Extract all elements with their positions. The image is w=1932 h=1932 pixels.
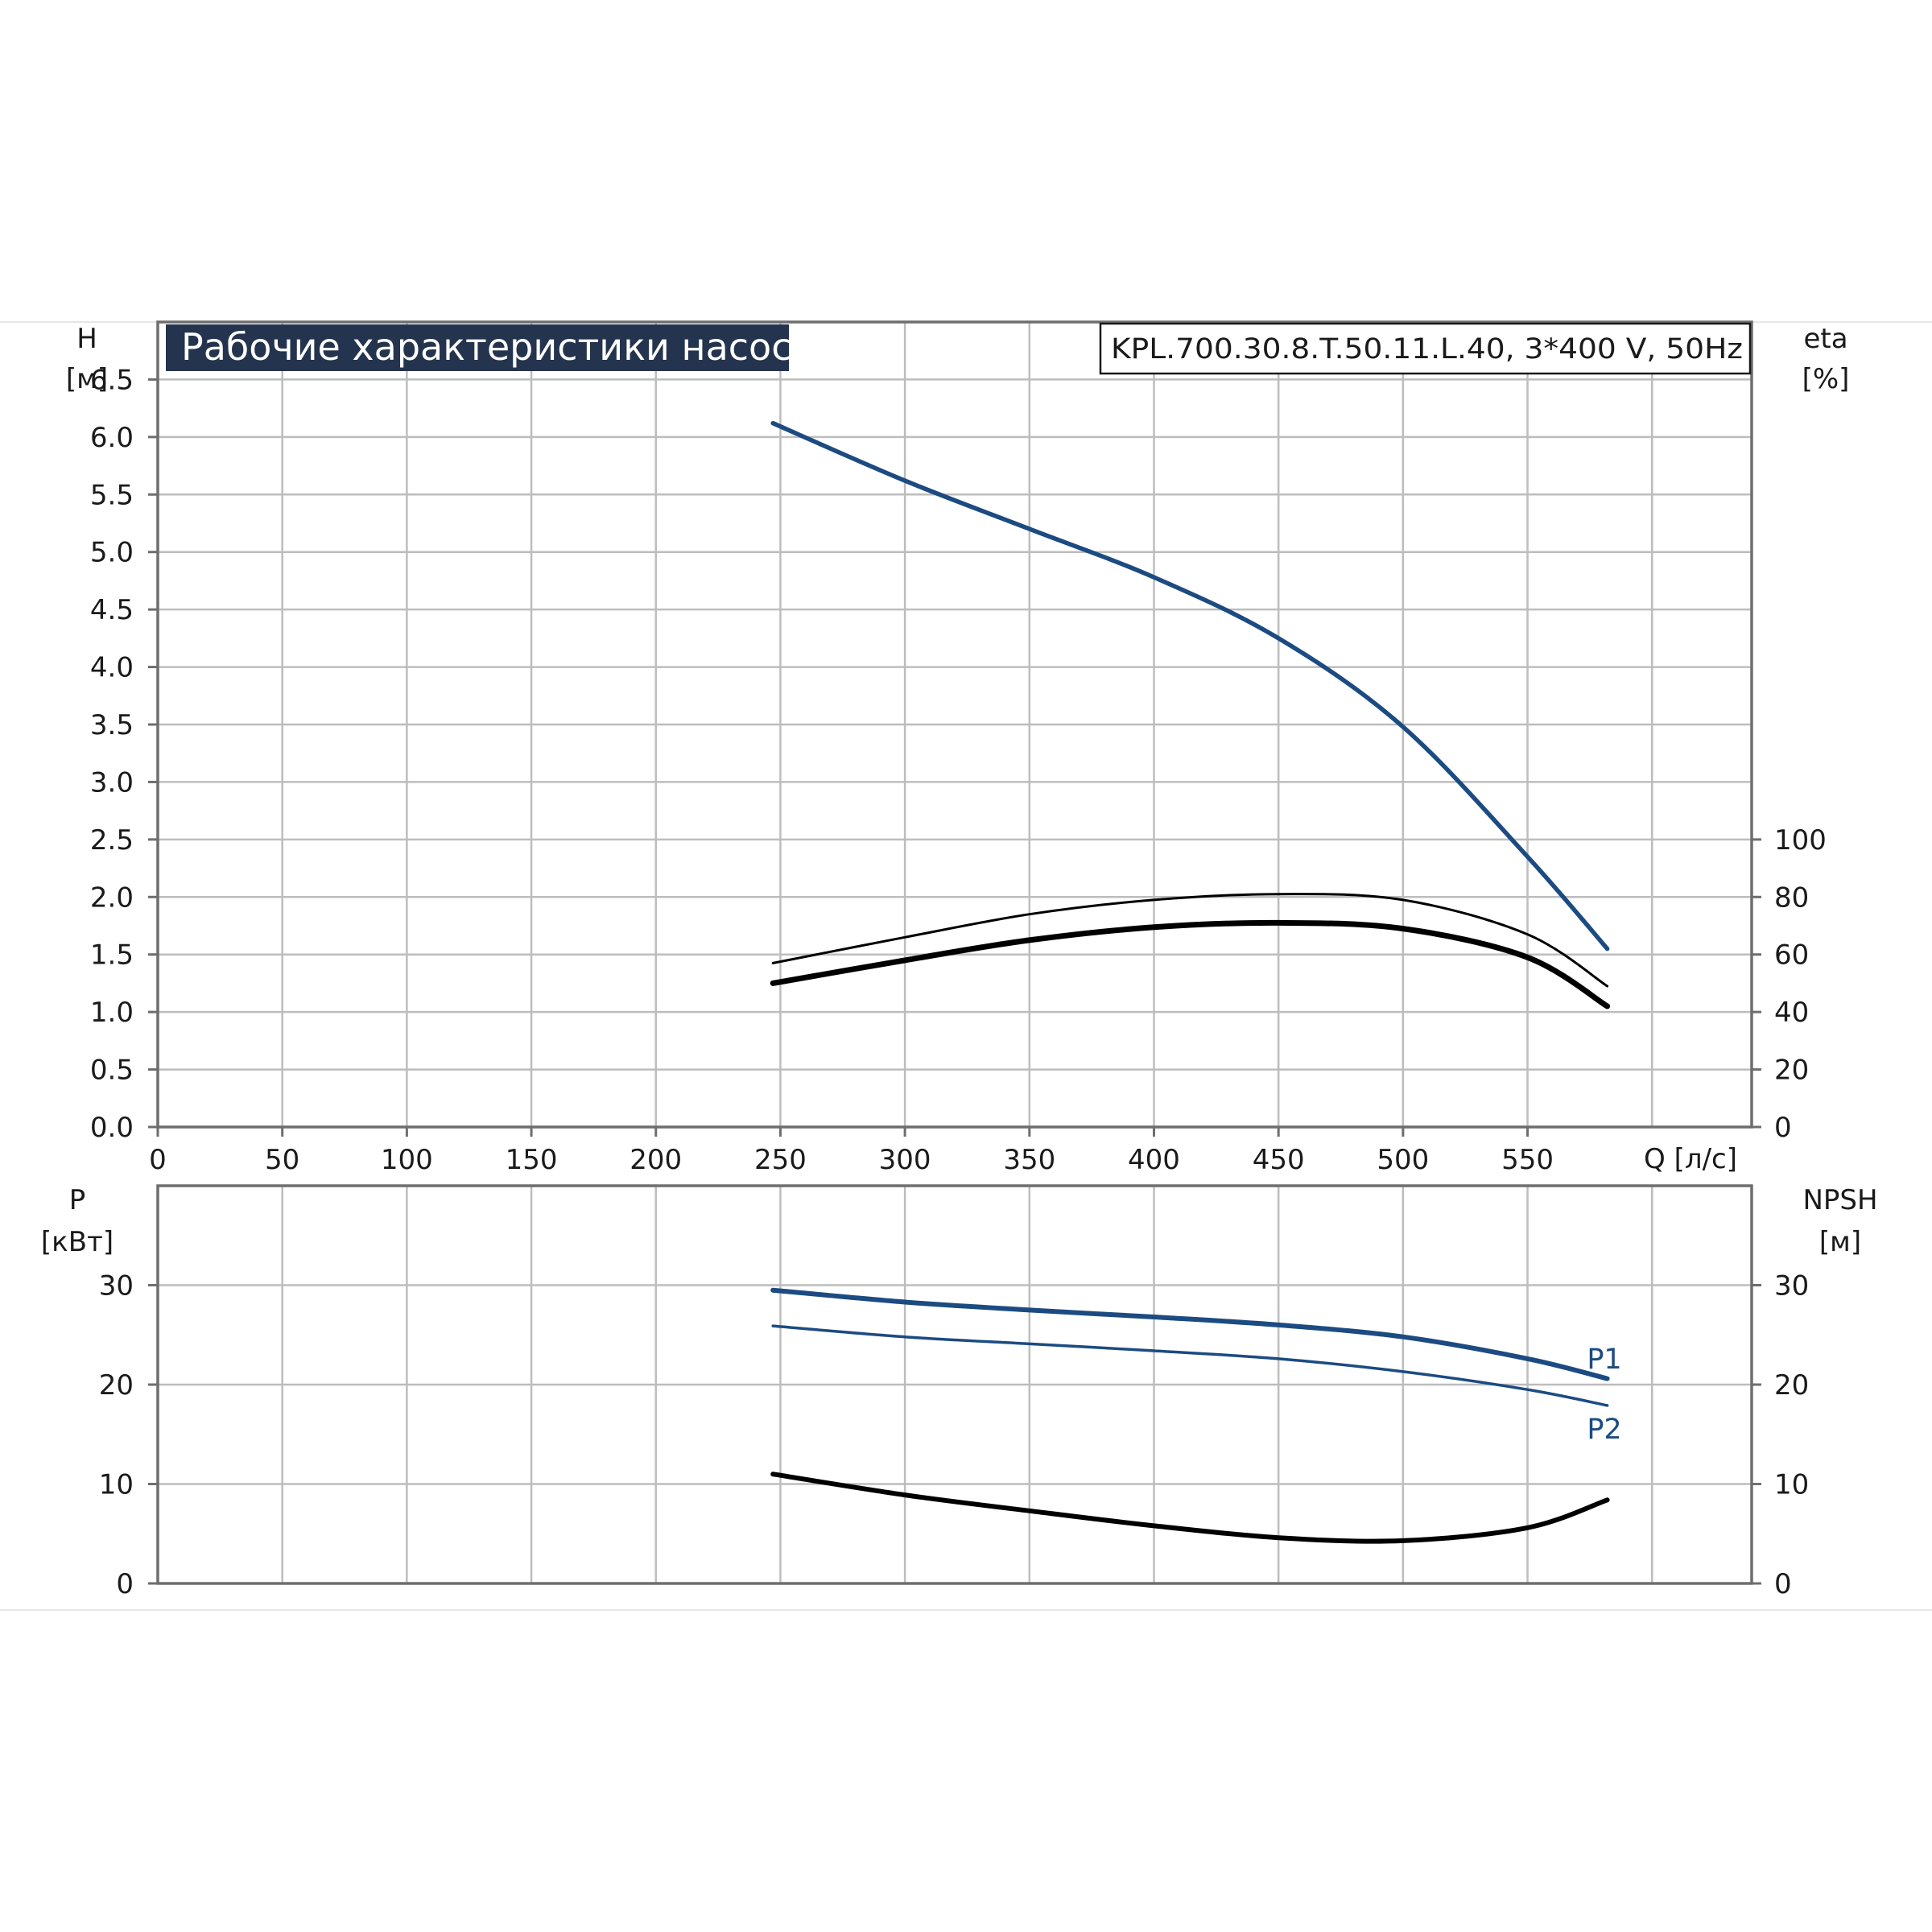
head-chart-grid	[158, 322, 1752, 1127]
head-chart-frame	[156, 320, 1753, 1129]
head-tick-label: 6.5	[90, 364, 134, 396]
npsh-tick-label: 20	[1774, 1369, 1809, 1402]
eta-tick-label: 80	[1774, 881, 1809, 914]
head-tick-label: 4.0	[90, 652, 134, 684]
power-tick-label: 20	[99, 1369, 134, 1402]
head-tick-label: 0.5	[90, 1055, 134, 1087]
series-label-p2: P2	[1587, 1414, 1621, 1446]
flow-tick-label: 250	[754, 1144, 807, 1176]
model-label: KPL.700.30.8.T.50.11.L.40, 3*400 V, 50Hz	[1111, 333, 1743, 365]
head-axis-unit: [м]	[66, 363, 108, 395]
head-tick-label: 1.5	[90, 939, 134, 972]
eta-axis-label: eta	[1803, 323, 1847, 355]
efficiency-curve-thin	[771, 893, 1609, 988]
power-tick-label: 30	[99, 1270, 134, 1302]
npsh-curve	[770, 1472, 1610, 1544]
chart-title: Рабочие характеристики насоса	[181, 325, 815, 369]
head-tick-label: 3.0	[90, 766, 134, 799]
head-tick-label: 2.0	[90, 881, 134, 914]
power-chart-series	[770, 1287, 1610, 1544]
p1-power-curve	[770, 1287, 1610, 1381]
eta-tick-label: 40	[1774, 997, 1809, 1029]
efficiency-curve-thick	[770, 919, 1611, 1009]
head-tick-label: 5.0	[90, 537, 134, 569]
flow-tick-label: 100	[381, 1144, 433, 1176]
flow-tick-label: 450	[1253, 1144, 1305, 1176]
p2-power-curve	[771, 1324, 1609, 1407]
head-tick-label: 1.0	[90, 997, 134, 1029]
head-curve	[770, 420, 1610, 952]
flow-tick-label: 350	[1003, 1144, 1055, 1176]
series-label-p1: P1	[1587, 1344, 1621, 1376]
model-box	[1099, 322, 1752, 375]
flow-tick-label: 500	[1377, 1144, 1429, 1176]
eta-axis-unit: [%]	[1802, 363, 1850, 395]
power-chart-grid	[158, 1186, 1752, 1583]
flow-tick-label: 50	[265, 1144, 299, 1176]
head-tick-label: 6.0	[90, 422, 134, 454]
eta-tick-label: 60	[1774, 939, 1809, 972]
npsh-tick-label: 10	[1774, 1469, 1809, 1501]
npsh-tick-label: 0	[1774, 1568, 1792, 1600]
power-axis-label: P	[69, 1184, 86, 1216]
head-chart-ticks: 0.0 0.5 1.0 1.5 2.0 2.5 3.0 3.5 4.0 4.5 5.0 5.5 6.0 6…	[90, 364, 1827, 1176]
eta-tick-label: 20	[1774, 1055, 1809, 1087]
flow-tick-label: 150	[506, 1144, 558, 1176]
flow-axis-label: Q [л/с]	[1644, 1143, 1737, 1175]
eta-tick-label: 100	[1774, 824, 1827, 857]
flow-tick-label: 400	[1128, 1144, 1180, 1176]
power-chart-frame	[156, 1184, 1753, 1585]
head-tick-label: 3.5	[90, 709, 134, 741]
power-chart-ticks: 0 10 20 30 0 10 20 30	[99, 1270, 1810, 1601]
eta-tick-label: 0	[1774, 1112, 1792, 1144]
flow-tick-label: 550	[1501, 1144, 1554, 1176]
head-tick-label: 2.5	[90, 824, 134, 857]
chart-title-box	[166, 324, 789, 371]
power-axis-unit: [кВт]	[41, 1226, 114, 1258]
head-tick-label: 0.0	[90, 1112, 134, 1144]
head-axis-label: H	[76, 323, 97, 355]
flow-tick-label: 0	[149, 1144, 167, 1176]
npsh-axis-label: NPSH	[1802, 1184, 1877, 1216]
power-tick-label: 0	[116, 1568, 134, 1600]
power-tick-label: 10	[99, 1469, 134, 1501]
head-tick-label: 5.5	[90, 479, 134, 511]
flow-tick-label: 200	[630, 1144, 682, 1176]
npsh-axis-unit: [м]	[1819, 1226, 1861, 1258]
head-chart-series	[770, 420, 1611, 1009]
flow-tick-label: 300	[879, 1144, 931, 1176]
npsh-tick-label: 30	[1774, 1270, 1809, 1302]
head-tick-label: 4.5	[90, 594, 134, 626]
